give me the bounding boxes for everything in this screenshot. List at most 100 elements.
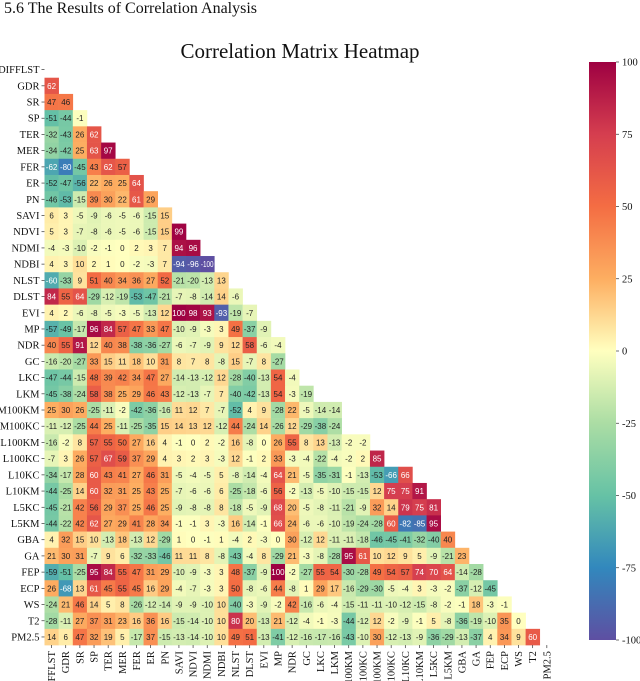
heatmap-cell-NDVI-ER bbox=[143, 223, 158, 241]
x-tick-label-NDVI: NDVI bbox=[189, 651, 200, 678]
cell-value-WS-NDMI: -10 bbox=[201, 601, 213, 610]
cell-value-ER-MER: 25 bbox=[118, 179, 127, 188]
heatmap-cell-ECP-GA bbox=[469, 580, 484, 597]
x-tick-label-M100KM: M100KM bbox=[344, 650, 355, 681]
heatmap-cell-L10KC-PN bbox=[157, 466, 173, 484]
heatmap-cell-PM2.5-TER bbox=[101, 628, 116, 646]
cell-value-NLST-MER: 34 bbox=[118, 276, 127, 285]
cell-value-GBA-TER: -13 bbox=[102, 536, 114, 545]
heatmap-cell-L10KC-NLST bbox=[228, 466, 243, 484]
heatmap-cell-NDMI-PN bbox=[157, 239, 173, 257]
y-tick-label-PN: PN bbox=[26, 195, 40, 206]
cell-value-GA-LKM: -28 bbox=[329, 552, 341, 561]
cell-value-M100KC-NDMI: 12 bbox=[203, 422, 212, 431]
y-tick-label-LKC: LKC bbox=[19, 373, 40, 384]
cell-value-SAVI-SP: -9 bbox=[90, 212, 98, 221]
heatmap-cell-L100KC-DIFFLST bbox=[44, 450, 59, 468]
heatmap-cell-MP-ER bbox=[143, 320, 158, 338]
heatmap-cell-ECP-GDR bbox=[58, 580, 74, 597]
heatmap-cell-L5KC-EVI bbox=[256, 499, 272, 516]
heatmap-cell-GA-MP bbox=[270, 547, 286, 565]
x-tick-label-GA: GA bbox=[472, 651, 483, 667]
cell-value-MER-GDR: -42 bbox=[60, 147, 72, 156]
cell-value-PN-FER: 61 bbox=[132, 195, 141, 204]
cell-value-PM2.5-NDR: -12 bbox=[286, 633, 298, 642]
heatmap-cell-M100KC-EVI bbox=[256, 418, 272, 435]
x-tick-label-FEP: FEP bbox=[486, 651, 497, 669]
cell-value-NDVI-SAVI: 99 bbox=[174, 228, 183, 237]
cell-value-M100KM-SR: 26 bbox=[75, 406, 84, 415]
cell-value-GA-L5KM: -21 bbox=[442, 552, 454, 561]
cell-value-NDVI-MER: -5 bbox=[119, 228, 127, 237]
heatmap-cell-M100KM-DLST bbox=[242, 401, 258, 419]
x-tick-label-ECP: ECP bbox=[500, 651, 511, 670]
cell-value-M100KM-NDMI: 7 bbox=[205, 406, 210, 415]
cell-value-L10KM-L10KC: 75 bbox=[401, 487, 410, 496]
heatmap-cell-PM2.5-LKC bbox=[313, 628, 328, 646]
cell-value-L10KM-EVI: -6 bbox=[260, 487, 268, 496]
heatmap-cell-NDMI-NDVI bbox=[186, 239, 201, 257]
heatmap-cell-WS-SR bbox=[72, 596, 88, 613]
cell-value-L5KM-NLST: 16 bbox=[231, 519, 240, 528]
heatmap-cell-PM2.5-GC bbox=[299, 628, 314, 646]
heatmap-cell-FEP-NDVI bbox=[186, 564, 201, 581]
cell-value-GBA-FER: -13 bbox=[131, 536, 143, 545]
cell-value-L5KM-PN: 34 bbox=[160, 519, 169, 528]
cell-value-ECP-MP: 44 bbox=[274, 584, 283, 593]
heatmap-cell-GC-SAVI bbox=[171, 353, 187, 370]
cell-value-LKC-SAVI: -14 bbox=[173, 374, 185, 383]
cell-value-WS-L5KM: -2 bbox=[444, 601, 452, 610]
cell-value-FEP-LKM: 54 bbox=[330, 568, 339, 577]
heatmap-cell-GA-L5KM bbox=[440, 547, 456, 565]
heatmap-cell-L10KC-L10KC bbox=[398, 466, 413, 484]
cell-value-L100KC-M100KM: -2 bbox=[345, 455, 353, 464]
cell-value-ECP-M100KM: -16 bbox=[343, 584, 355, 593]
cell-value-FEP-L5KM: 64 bbox=[443, 568, 452, 577]
heatmap-cell-ER-GDR bbox=[58, 174, 74, 192]
heatmap-cell-L5KC-GDR bbox=[58, 499, 74, 516]
cell-value-LKC-GDR: -44 bbox=[60, 374, 72, 383]
cell-value-ER-GDR: -47 bbox=[60, 179, 72, 188]
x-tick-label-ER: ER bbox=[146, 651, 157, 664]
cell-value-M100KM-SP: -25 bbox=[88, 406, 100, 415]
heatmap-cell-PM2.5-NDMI bbox=[200, 628, 215, 646]
cell-value-SAVI-ER: -15 bbox=[145, 212, 157, 221]
heatmap-cell-MER-SP bbox=[86, 142, 102, 160]
cell-value-DLST-NDMI: -14 bbox=[201, 293, 213, 302]
heatmap-cell-MP-PN bbox=[157, 320, 173, 338]
x-tick-label-M100KC: M100KC bbox=[358, 651, 369, 681]
cell-value-L5KM-GDR: -22 bbox=[60, 519, 72, 528]
heatmap-cell-T2-LKM bbox=[327, 612, 342, 630]
cell-value-L10KM-NDVI: -6 bbox=[190, 487, 198, 496]
cell-value-GBA-L5KM: 40 bbox=[443, 536, 452, 545]
cell-value-ECP-NDR: -8 bbox=[289, 584, 297, 593]
cell-value-WS-SAVI: -9 bbox=[175, 601, 183, 610]
cell-value-GC-GDR: -20 bbox=[60, 357, 72, 366]
heatmap-cell-L10KM-NLST bbox=[228, 482, 243, 500]
heatmap-cell-GA-SAVI bbox=[171, 547, 187, 565]
x-tick-label-L5KM: L5KM bbox=[443, 650, 454, 679]
cell-value-PM2.5-L5KC: -36 bbox=[428, 633, 440, 642]
cell-value-M100KM-MER: -2 bbox=[119, 406, 127, 415]
cell-value-NLST-PN: 52 bbox=[160, 276, 169, 285]
x-tick-label-LKC: LKC bbox=[316, 651, 327, 672]
heatmap-cell-L100KC-PN bbox=[157, 450, 173, 468]
cell-value-FEP-FER: 47 bbox=[132, 568, 141, 577]
cell-value-WS-GBA: -1 bbox=[458, 601, 466, 610]
heatmap-cell-GA-GDR bbox=[58, 547, 74, 565]
cell-value-L10KC-DIFFLST: -34 bbox=[46, 471, 58, 480]
colorbar-tick-label: 0 bbox=[622, 347, 627, 358]
y-tick-label-T2: T2 bbox=[28, 616, 40, 627]
cell-value-NDBI-DIFFLST: 4 bbox=[49, 260, 54, 269]
heatmap-cell-LKC-ER bbox=[143, 369, 158, 386]
cell-value-M100KM-NDR: 22 bbox=[288, 406, 297, 415]
heatmap-cell-L100KM-NDVI bbox=[186, 434, 201, 451]
cell-value-M100KC-SR: -25 bbox=[74, 422, 86, 431]
heatmap-cell-SAVI-FER bbox=[129, 207, 144, 224]
cell-value-LKM-DLST: -42 bbox=[244, 390, 256, 399]
cell-value-GC-SR: -27 bbox=[74, 357, 86, 366]
heatmap-cell-ER-FER bbox=[129, 174, 144, 192]
cell-value-LKC-SR: -15 bbox=[74, 374, 86, 383]
cell-value-ECP-NDVI: -7 bbox=[190, 584, 198, 593]
cell-value-WS-DLST: -3 bbox=[246, 601, 254, 610]
